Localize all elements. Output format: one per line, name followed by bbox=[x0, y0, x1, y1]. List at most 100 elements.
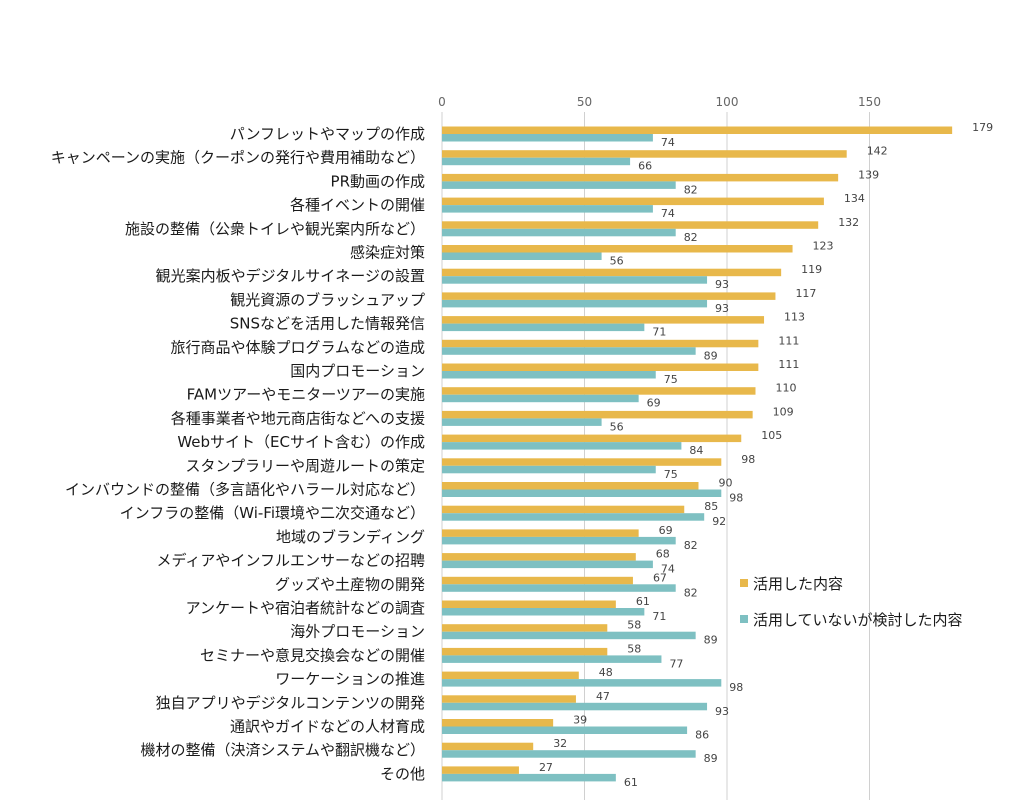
data-label-series-1: 105 bbox=[761, 429, 782, 442]
bar-series-1 bbox=[442, 245, 793, 253]
data-label-series-1: 110 bbox=[776, 382, 797, 395]
data-label-series-2: 98 bbox=[729, 492, 743, 505]
bar-series-2 bbox=[442, 584, 676, 592]
bar-series-1 bbox=[442, 410, 753, 419]
data-label-series-1: 111 bbox=[778, 358, 799, 371]
data-label-series-2: 77 bbox=[669, 657, 683, 670]
data-label-series-2: 89 bbox=[704, 634, 718, 647]
bar-series-1 bbox=[442, 387, 756, 395]
bar-series-1 bbox=[442, 316, 765, 324]
x-tick-label: 100 bbox=[716, 95, 739, 109]
data-label-series-2: 82 bbox=[684, 231, 698, 244]
data-label-series-1: 132 bbox=[838, 216, 859, 229]
category-label: パンフレットやマップの作成 bbox=[230, 125, 425, 143]
category-label: 各種事業者や地元商店街などへの支援 bbox=[171, 409, 425, 427]
category-label: Webサイト（ECサイト含む）の作成 bbox=[177, 433, 425, 451]
data-label-series-2: 84 bbox=[689, 444, 703, 457]
data-label-series-1: 113 bbox=[784, 311, 805, 324]
bar-series-1 bbox=[442, 647, 608, 656]
bar-series-1 bbox=[442, 719, 554, 727]
data-label-series-2: 66 bbox=[638, 160, 652, 173]
bar-series-2 bbox=[442, 442, 682, 450]
data-label-series-2: 75 bbox=[664, 373, 678, 386]
category-label: 施設の整備（公衆トイレや観光案内所など） bbox=[125, 220, 425, 238]
data-label-series-2: 74 bbox=[661, 136, 675, 149]
data-label-series-1: 58 bbox=[627, 642, 641, 655]
bar-series-2 bbox=[442, 276, 708, 284]
bar-series-2 bbox=[442, 750, 696, 758]
x-tick-label: 50 bbox=[577, 95, 592, 109]
bar-series-2 bbox=[442, 655, 662, 663]
category-label: スタンプラリーや周遊ルートの策定 bbox=[185, 457, 425, 475]
data-label-series-2: 71 bbox=[652, 326, 666, 339]
bars bbox=[442, 126, 953, 782]
bar-series-1 bbox=[442, 600, 616, 608]
category-label: キャンペーンの実施（クーポンの発行や費用補助など） bbox=[51, 149, 425, 167]
data-label-series-2: 82 bbox=[684, 539, 698, 552]
bar-series-2 bbox=[442, 489, 722, 497]
x-tick-label: 150 bbox=[858, 95, 881, 109]
x-tick-label: 0 bbox=[438, 95, 446, 109]
data-label-series-2: 93 bbox=[715, 302, 729, 315]
data-label-series-2: 92 bbox=[712, 515, 726, 528]
category-label: PR動画の作成 bbox=[331, 172, 425, 190]
bar-series-1 bbox=[442, 766, 519, 774]
data-label-series-1: 134 bbox=[844, 192, 865, 205]
category-label: その他 bbox=[380, 765, 425, 783]
data-label-series-1: 119 bbox=[801, 263, 822, 276]
bar-series-2 bbox=[442, 371, 656, 379]
data-label-series-1: 58 bbox=[627, 619, 641, 632]
bar-series-2 bbox=[442, 205, 653, 213]
data-label-series-2: 74 bbox=[661, 207, 675, 220]
data-label-series-2: 82 bbox=[684, 586, 698, 599]
category-label: 感染症対策 bbox=[350, 244, 425, 262]
bar-series-1 bbox=[442, 624, 608, 632]
bar-series-2 bbox=[442, 773, 616, 782]
bar-series-2 bbox=[442, 726, 688, 734]
bar-series-1 bbox=[442, 292, 776, 300]
legend-label-series-1: 活用した内容 bbox=[753, 575, 843, 593]
data-label-series-2: 56 bbox=[610, 420, 624, 433]
bar-series-1 bbox=[442, 150, 847, 158]
x-axis-ticks: 0 50 100 150 bbox=[438, 95, 881, 109]
data-label-series-2: 89 bbox=[704, 349, 718, 362]
category-label: FAMツアーやモニターツアーの実施 bbox=[187, 386, 425, 404]
legend-swatch-series-1 bbox=[740, 579, 748, 587]
data-label-series-2: 61 bbox=[624, 776, 638, 789]
bar-series-2 bbox=[442, 134, 653, 142]
category-label: SNSなどを活用した情報発信 bbox=[230, 315, 425, 333]
category-label: アンケートや宿泊者統計などの調査 bbox=[186, 599, 425, 617]
data-label-series-2: 56 bbox=[610, 255, 624, 268]
data-label-series-1: 48 bbox=[599, 666, 613, 679]
bar-series-1 bbox=[442, 742, 534, 751]
bar-series-2 bbox=[442, 608, 645, 616]
data-label-series-1: 32 bbox=[553, 737, 567, 750]
category-label: 観光案内板やデジタルサイネージの設置 bbox=[156, 267, 425, 285]
bar-series-2 bbox=[442, 679, 722, 687]
data-labels: 179 74 142 66 139 82 134 74 132 82 123 56 119 93 117 93… bbox=[539, 121, 993, 789]
data-label-series-2: 69 bbox=[647, 397, 661, 410]
bar-series-2 bbox=[442, 252, 602, 260]
bar-series-2 bbox=[442, 465, 656, 474]
bar-series-2 bbox=[442, 560, 653, 569]
data-label-series-1: 69 bbox=[659, 524, 673, 537]
bar-series-1 bbox=[442, 173, 839, 182]
bar-series-2 bbox=[442, 228, 676, 237]
data-label-series-1: 123 bbox=[813, 240, 834, 253]
data-label-series-1: 142 bbox=[867, 145, 888, 158]
bar-series-2 bbox=[442, 394, 639, 403]
bar-series-2 bbox=[442, 323, 645, 332]
data-label-series-1: 117 bbox=[795, 287, 816, 300]
bar-series-1 bbox=[442, 458, 722, 466]
bar-series-1 bbox=[442, 553, 636, 561]
category-label: 機材の整備（決済システムや翻訳機など） bbox=[140, 741, 425, 759]
bar-series-2 bbox=[442, 513, 705, 521]
data-label-series-1: 109 bbox=[773, 405, 794, 418]
bar-series-1 bbox=[442, 695, 576, 703]
bar-series-1 bbox=[442, 363, 759, 371]
category-label: 観光資源のブラッシュアップ bbox=[230, 291, 425, 309]
bar-series-2 bbox=[442, 536, 676, 545]
data-label-series-2: 71 bbox=[652, 610, 666, 623]
category-label: メディアやインフルエンサーなどの招聘 bbox=[156, 552, 425, 570]
